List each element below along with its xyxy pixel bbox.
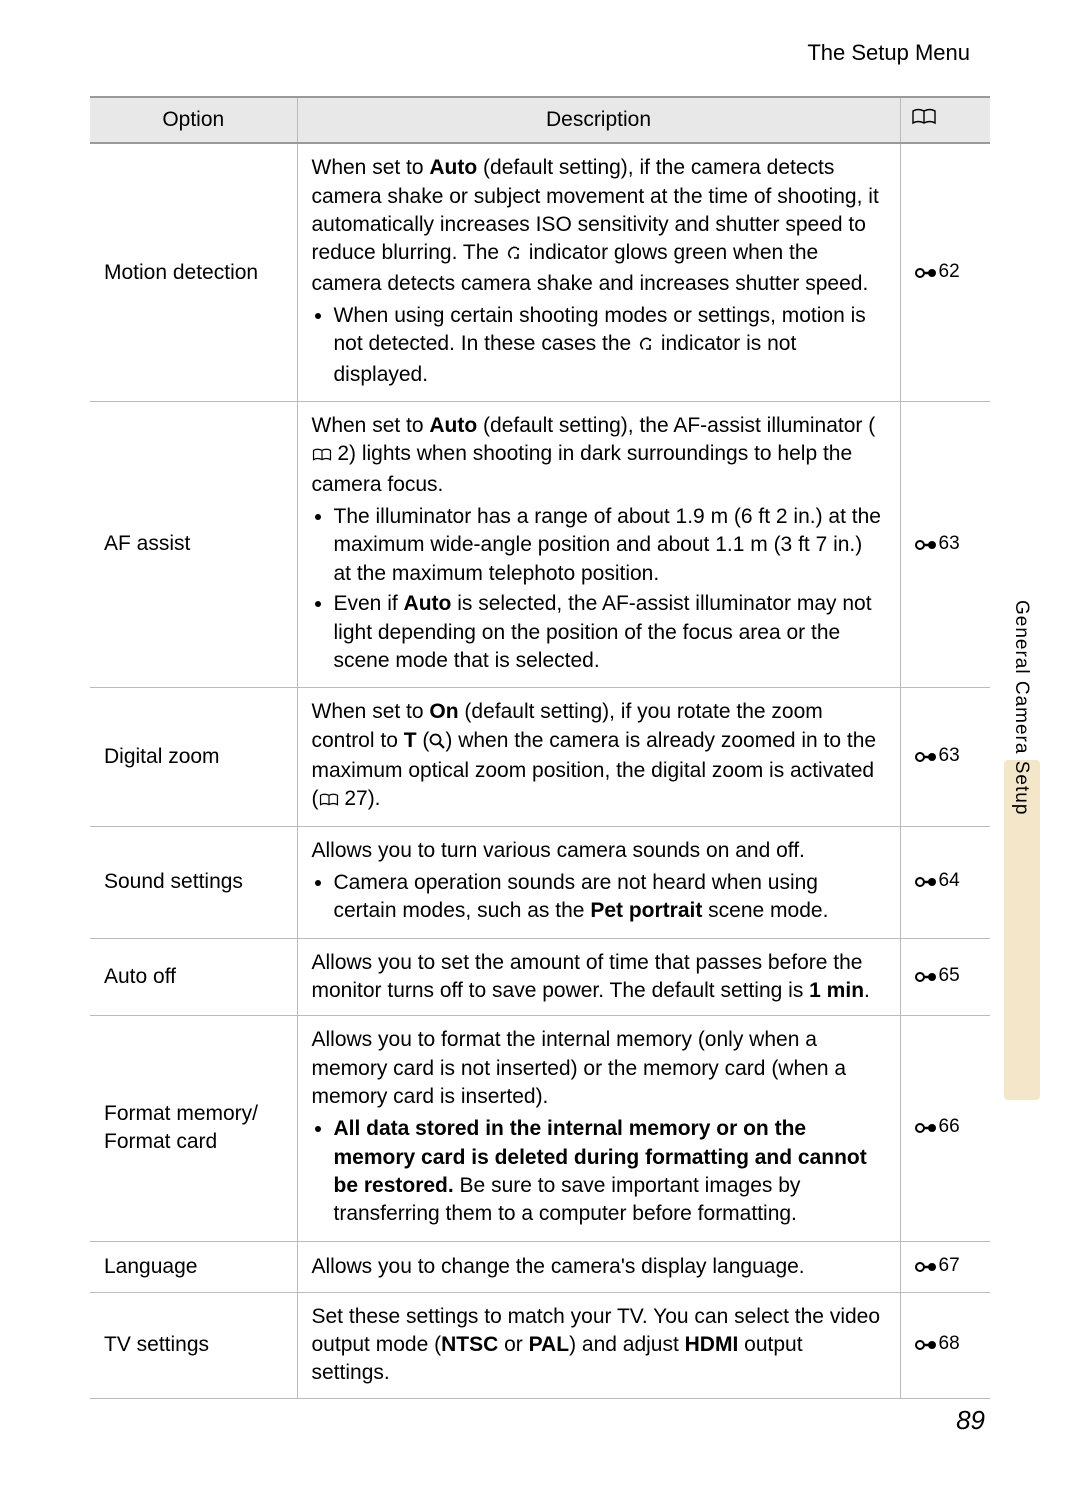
- ref-language: 67: [900, 1241, 990, 1292]
- table-row: AF assist When set to Auto (default sett…: [90, 402, 990, 688]
- text: Allows you to change the camera's displa…: [312, 1253, 886, 1281]
- text: Allows you to set the amount of time tha…: [312, 951, 863, 1002]
- ref-link-icon: [915, 965, 937, 992]
- ref-link-icon: [915, 261, 937, 288]
- page-number: 89: [956, 1405, 985, 1436]
- ref-link-icon: [915, 1333, 937, 1360]
- text-bold: T: [404, 729, 417, 752]
- ref-number: 64: [939, 870, 960, 891]
- desc-language: Allows you to change the camera's displa…: [297, 1241, 900, 1292]
- text-bold: HDMI: [685, 1333, 739, 1356]
- text: When set to: [312, 700, 430, 723]
- table-row: Digital zoom When set to On (default set…: [90, 688, 990, 826]
- option-auto-off: Auto off: [90, 938, 297, 1016]
- option-af-assist: AF assist: [90, 402, 297, 688]
- table-row: TV settings Set these settings to match …: [90, 1292, 990, 1398]
- text-bold: NTSC: [441, 1333, 498, 1356]
- text: 27).: [339, 787, 381, 810]
- ref-number: 67: [939, 1255, 960, 1276]
- motion-indicator-icon: [637, 332, 655, 360]
- ref-link-icon: [915, 745, 937, 772]
- ref-number: 66: [939, 1116, 960, 1137]
- desc-motion-detection: When set to Auto (default setting), if t…: [297, 143, 900, 401]
- setup-menu-table: Option Description Motion detection When…: [90, 96, 990, 1399]
- option-sound-settings: Sound settings: [90, 826, 297, 938]
- text: Allows you to turn various camera sounds…: [312, 837, 886, 865]
- book-icon: [319, 787, 339, 815]
- text: 2) lights when shooting in dark surround…: [312, 442, 853, 495]
- ref-number: 65: [939, 965, 960, 986]
- text-bold: Pet portrait: [590, 899, 702, 922]
- desc-af-assist: When set to Auto (default setting), the …: [297, 402, 900, 688]
- header-ref: [900, 97, 990, 143]
- option-digital-zoom: Digital zoom: [90, 688, 297, 826]
- option-format-memory: Format memory/ Format card: [90, 1016, 297, 1241]
- book-icon: [911, 106, 937, 134]
- ref-link-icon: [915, 533, 937, 560]
- book-icon: [312, 442, 332, 470]
- ref-number: 68: [939, 1333, 960, 1354]
- table-row: Sound settings Allows you to turn variou…: [90, 826, 990, 938]
- text: (default setting), the AF-assist illumin…: [477, 414, 875, 437]
- table-row: Format memory/ Format card Allows you to…: [90, 1016, 990, 1241]
- text: (: [417, 729, 430, 752]
- text: When set to: [312, 156, 430, 179]
- ref-digital-zoom: 63: [900, 688, 990, 826]
- desc-format-memory: Allows you to format the internal memory…: [297, 1016, 900, 1241]
- text: scene mode.: [702, 899, 828, 922]
- ref-number: 62: [939, 261, 960, 282]
- ref-af-assist: 63: [900, 402, 990, 688]
- ref-number: 63: [939, 533, 960, 554]
- table-row: Motion detection When set to Auto (defau…: [90, 143, 990, 401]
- text-bold: Auto: [404, 592, 452, 615]
- bullet: The illuminator has a range of about 1.9…: [334, 503, 886, 588]
- option-language: Language: [90, 1241, 297, 1292]
- desc-sound-settings: Allows you to turn various camera sounds…: [297, 826, 900, 938]
- page-title: The Setup Menu: [90, 40, 990, 66]
- text: Allows you to format the internal memory…: [312, 1026, 886, 1111]
- ref-auto-off: 65: [900, 938, 990, 1016]
- ref-motion-detection: 62: [900, 143, 990, 401]
- ref-format-memory: 66: [900, 1016, 990, 1241]
- ref-link-icon: [915, 1255, 937, 1282]
- header-option: Option: [90, 97, 297, 143]
- table-row: Auto off Allows you to set the amount of…: [90, 938, 990, 1016]
- text: or: [498, 1333, 528, 1356]
- table-row: Language Allows you to change the camera…: [90, 1241, 990, 1292]
- side-label: General Camera Setup: [1010, 600, 1032, 815]
- ref-link-icon: [915, 870, 937, 897]
- header-description: Description: [297, 97, 900, 143]
- option-motion-detection: Motion detection: [90, 143, 297, 401]
- text-bold: 1 min: [809, 979, 864, 1002]
- ref-tv-settings: 68: [900, 1292, 990, 1398]
- text: .: [864, 979, 870, 1002]
- motion-indicator-icon: [505, 241, 523, 269]
- desc-tv-settings: Set these settings to match your TV. You…: [297, 1292, 900, 1398]
- text-bold: Auto: [429, 156, 477, 179]
- ref-number: 63: [939, 745, 960, 766]
- text-bold: On: [429, 700, 458, 723]
- text: Even if: [334, 592, 404, 615]
- desc-auto-off: Allows you to set the amount of time tha…: [297, 938, 900, 1016]
- text: ) and adjust: [569, 1333, 685, 1356]
- text: When set to: [312, 414, 430, 437]
- ref-sound-settings: 64: [900, 826, 990, 938]
- ref-link-icon: [915, 1116, 937, 1143]
- text-bold: PAL: [529, 1333, 569, 1356]
- option-tv-settings: TV settings: [90, 1292, 297, 1398]
- text-bold: Auto: [429, 414, 477, 437]
- desc-digital-zoom: When set to On (default setting), if you…: [297, 688, 900, 826]
- magnify-icon: [429, 729, 445, 757]
